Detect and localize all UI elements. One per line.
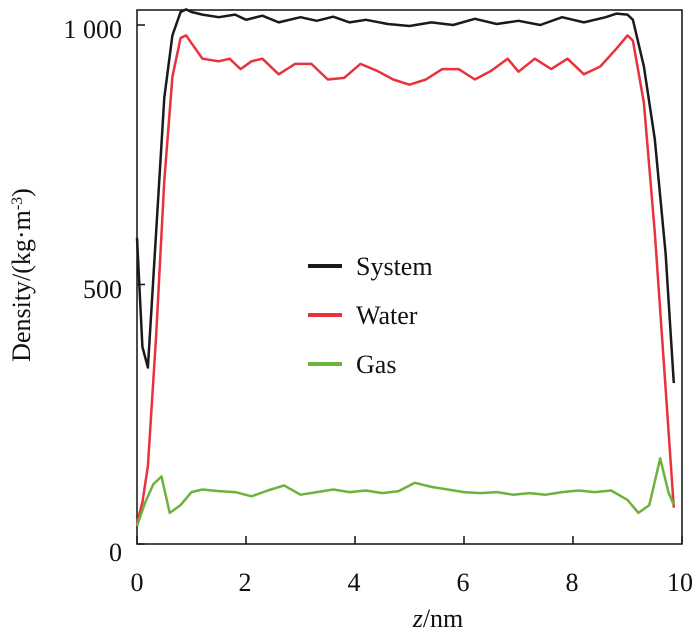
y-axis-title-main: Density/(kg·m [7,210,36,362]
series-layer [135,8,676,527]
x-tick-label-10: 10 [667,568,693,597]
y-tick-label-1000: 1 000 [64,15,123,44]
y-axis-title-exponent: -3 [9,197,26,210]
legend-label-gas: Gas [356,350,396,379]
x-tick-label-0: 0 [131,568,144,597]
y-axis-title-close: ) [7,188,36,197]
x-axis-unit: /nm [423,604,463,633]
x-tick-label-4: 4 [348,568,361,597]
legend-label-system: System [356,252,433,281]
plot-frame [136,9,683,545]
y-tick-label-0: 0 [109,538,122,567]
y-tick-label-500: 500 [83,275,122,304]
x-axis-variable: z [412,604,423,633]
legend: System Water Gas [308,252,433,379]
x-tick-label-6: 6 [457,568,470,597]
x-axis-title: z/nm [412,604,464,633]
series-line-water [135,34,676,524]
x-tick-label-8: 8 [566,568,579,597]
series-line-system [135,8,676,384]
x-tick-label-2: 2 [239,568,252,597]
axes-layer [136,9,683,545]
legend-label-water: Water [356,301,418,330]
y-axis-title: Density/(kg·m-3) [7,188,36,362]
series-line-gas [135,457,675,527]
